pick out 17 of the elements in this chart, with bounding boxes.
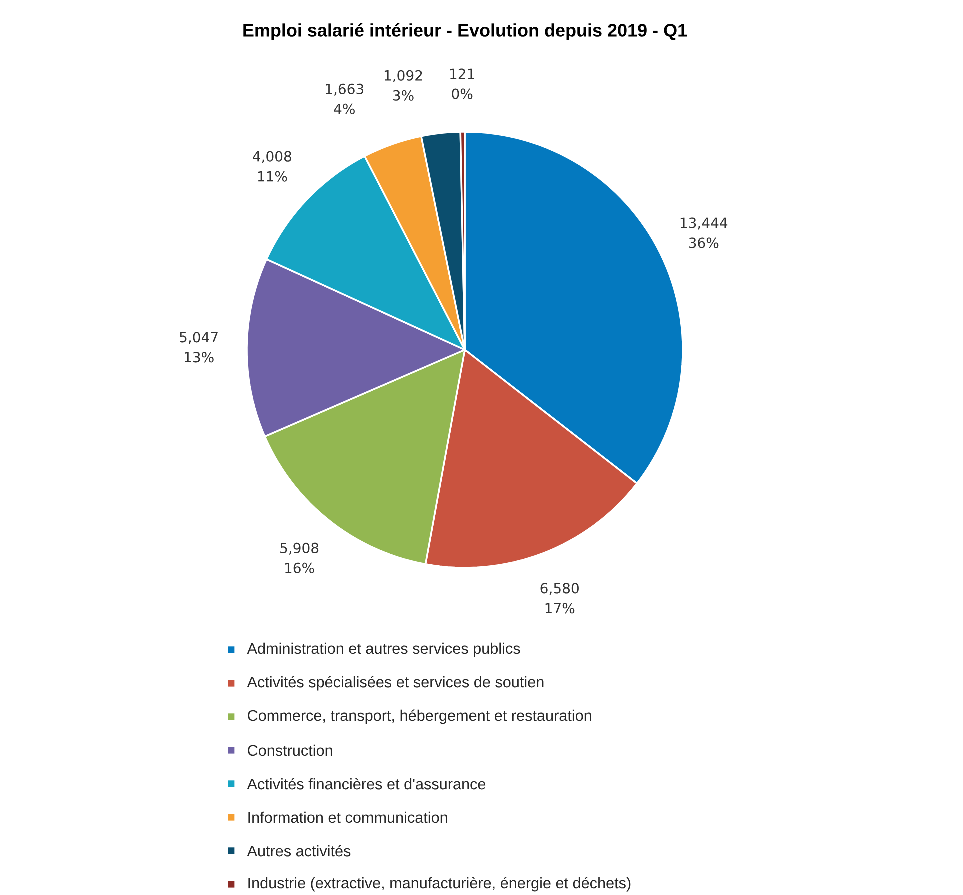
data-label: 4,008 11%	[253, 151, 292, 182]
legend-label: Activités spécialisées et services de soutien	[247, 676, 544, 691]
legend-label: Construction	[248, 744, 332, 756]
data-label: 13,444 36%	[680, 218, 728, 248]
data-label: 5,908 16%	[280, 542, 319, 574]
data-label: 1,663 4%	[326, 84, 364, 114]
data-label: 121 0%	[450, 68, 474, 100]
legend-label: Activités financières et d'assurance	[247, 778, 486, 790]
data-label: 5,047 13%	[180, 332, 218, 363]
legend-label: Autres activités	[247, 845, 351, 857]
legend-label: Commerce, transport, hébergement et restauration	[248, 710, 592, 724]
chart-title: Emploi salarié intérieur - Evolution depuis 2019 - Q1	[244, 24, 688, 40]
data-label: 6,580 17%	[540, 583, 579, 614]
data-label: 1,092 3%	[384, 70, 422, 101]
legend-label: Information et communication	[248, 812, 448, 824]
legend-label: Administration et autres services publics	[247, 642, 520, 658]
legend-label: Industrie (extractive, manufacturière, énergie et déchets)	[248, 877, 631, 892]
